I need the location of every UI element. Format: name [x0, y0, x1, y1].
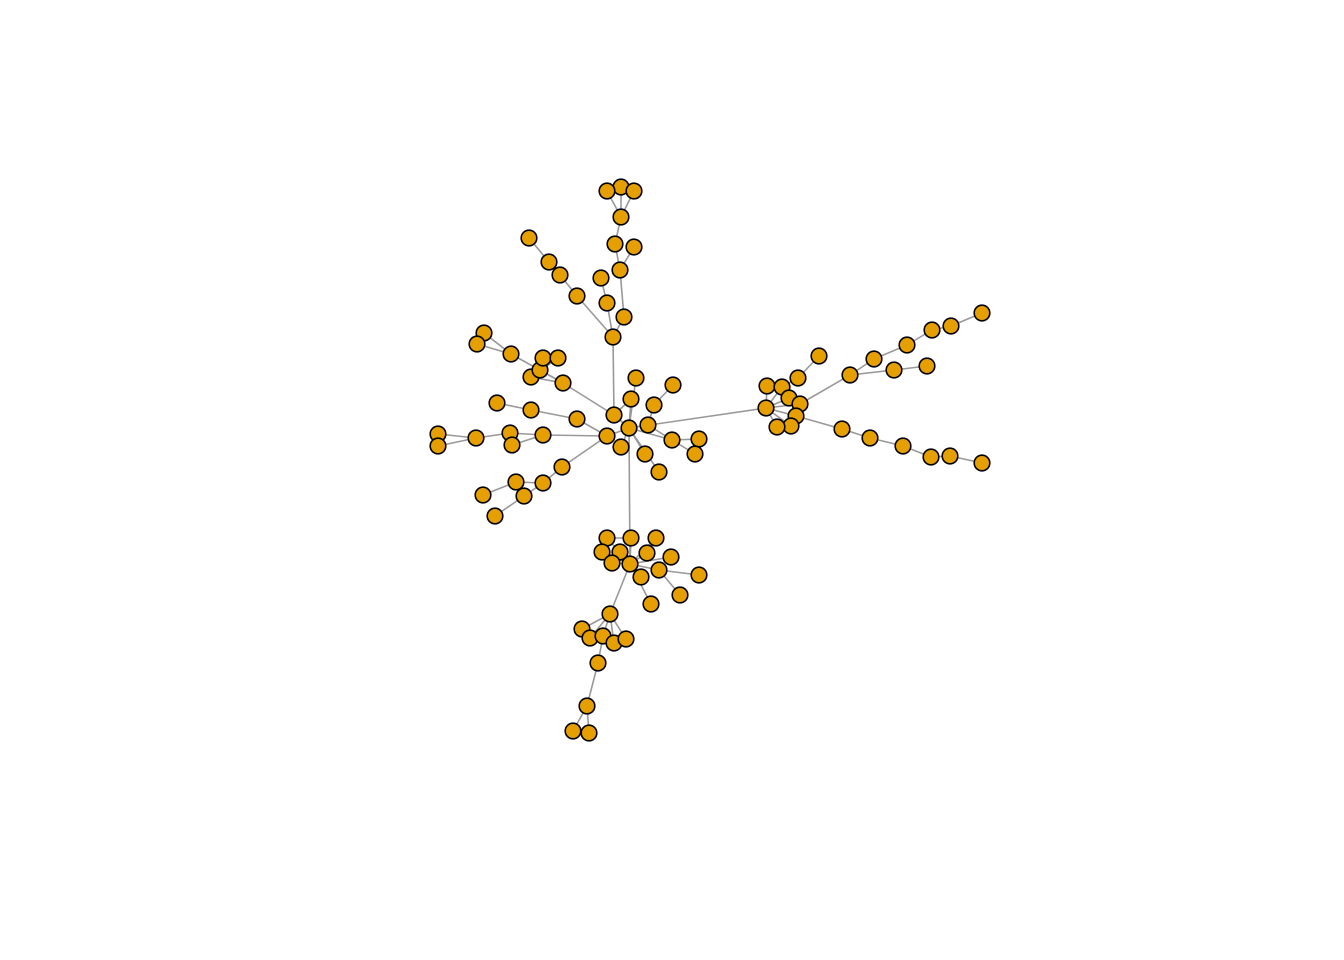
- graph-node: [523, 402, 539, 418]
- graph-edge: [613, 337, 614, 415]
- graph-node: [651, 562, 667, 578]
- graph-node: [521, 230, 537, 246]
- graph-edge: [800, 375, 850, 404]
- graph-node: [886, 362, 902, 378]
- graph-node: [602, 606, 618, 622]
- graph-node: [487, 508, 503, 524]
- graph-node: [550, 350, 566, 366]
- graph-node: [643, 596, 659, 612]
- edge-layer: [438, 187, 982, 733]
- graph-node: [691, 567, 707, 583]
- graph-node: [640, 417, 656, 433]
- graph-node: [469, 336, 485, 352]
- graph-node: [508, 474, 524, 490]
- graph-node: [535, 427, 551, 443]
- graph-node: [811, 348, 827, 364]
- graph-edge: [563, 383, 614, 415]
- graph-node: [565, 723, 581, 739]
- graph-node: [759, 378, 775, 394]
- graph-node: [942, 448, 958, 464]
- graph-node: [769, 419, 785, 435]
- graph-node: [607, 236, 623, 252]
- graph-node: [899, 337, 915, 353]
- graph-node: [569, 411, 585, 427]
- graph-node: [475, 487, 491, 503]
- graph-node: [599, 183, 615, 199]
- graph-node: [648, 530, 664, 546]
- graph-node: [633, 569, 649, 585]
- graph-node: [535, 350, 551, 366]
- graph-node: [943, 318, 959, 334]
- graph-node: [590, 655, 606, 671]
- graph-node: [637, 446, 653, 462]
- graph-node: [535, 475, 551, 491]
- graph-node: [974, 305, 990, 321]
- graph-node: [834, 421, 850, 437]
- graph-node: [924, 322, 940, 338]
- graph-node: [555, 375, 571, 391]
- graph-node: [895, 438, 911, 454]
- graph-node: [842, 367, 858, 383]
- graph-node: [862, 430, 878, 446]
- graph-node: [621, 420, 637, 436]
- graph-node: [613, 439, 629, 455]
- graph-node: [616, 309, 632, 325]
- graph-node: [599, 428, 615, 444]
- graph-node: [919, 358, 935, 374]
- graph-node: [672, 587, 688, 603]
- graph-node: [552, 267, 568, 283]
- graph-node: [623, 391, 639, 407]
- graph-node: [790, 370, 806, 386]
- graph-node: [665, 377, 681, 393]
- graph-node: [664, 432, 680, 448]
- graph-node: [626, 183, 642, 199]
- graph-node: [604, 555, 620, 571]
- graph-node: [612, 262, 628, 278]
- graph-node: [541, 254, 557, 270]
- graph-node: [468, 430, 484, 446]
- graph-node: [639, 545, 655, 561]
- graph-node: [581, 725, 597, 741]
- graph-node: [504, 437, 520, 453]
- graph-node: [758, 400, 774, 416]
- graph-node: [593, 270, 609, 286]
- graph-node: [923, 449, 939, 465]
- graph-node: [626, 239, 642, 255]
- graph-node: [489, 395, 505, 411]
- graph-node: [646, 397, 662, 413]
- graph-node: [606, 407, 622, 423]
- graph-node: [579, 698, 595, 714]
- graph-node: [503, 346, 519, 362]
- graph-node: [618, 631, 634, 647]
- graph-node: [663, 549, 679, 565]
- graph-node: [569, 288, 585, 304]
- graph-node: [554, 459, 570, 475]
- graph-node: [687, 446, 703, 462]
- graph-node: [866, 351, 882, 367]
- graph-node: [974, 455, 990, 471]
- graph-node: [599, 295, 615, 311]
- node-layer: [430, 179, 990, 741]
- graph-node: [430, 438, 446, 454]
- graph-edge: [543, 435, 607, 436]
- graph-node: [691, 431, 707, 447]
- graph-node: [613, 209, 629, 225]
- graph-node: [516, 488, 532, 504]
- graph-node: [623, 530, 639, 546]
- graph-node: [651, 464, 667, 480]
- graph-node: [628, 370, 644, 386]
- graph-node: [605, 329, 621, 345]
